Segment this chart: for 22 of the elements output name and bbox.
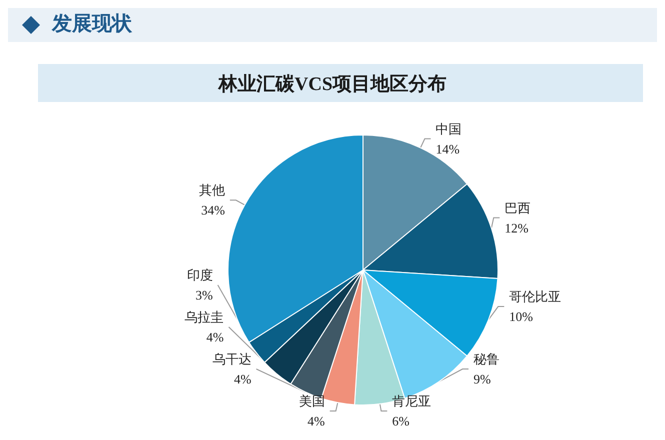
data-label: 12% bbox=[504, 220, 529, 236]
slice-label: 乌干达 bbox=[212, 352, 252, 366]
data-label: 34% bbox=[201, 202, 226, 218]
data-label: 10% bbox=[509, 309, 534, 324]
slice-label: 秘鲁 bbox=[474, 352, 500, 366]
slice-label: 美国 bbox=[298, 394, 325, 408]
data-label: 4% bbox=[234, 372, 252, 386]
slice-label: 其他 bbox=[198, 182, 225, 198]
text: 发展现状 bbox=[51, 11, 133, 35]
data-label: 14% bbox=[436, 141, 460, 156]
data-label: 3% bbox=[195, 288, 213, 302]
slice-label: 肯尼亚 bbox=[392, 394, 432, 408]
slice-label: 中国 bbox=[436, 121, 462, 136]
slice-label: 哥伦比亚 bbox=[509, 289, 562, 304]
data-label: 9% bbox=[474, 372, 492, 386]
slice-label: 印度 bbox=[186, 268, 213, 282]
data-label: 6% bbox=[392, 414, 410, 428]
slice-label: 巴西 bbox=[504, 200, 531, 216]
chart-title: 林业汇碳VCS项目地区分布 bbox=[217, 73, 447, 95]
data-label: 4% bbox=[307, 414, 325, 428]
data-label: 4% bbox=[206, 330, 224, 344]
slice-label: 乌拉圭 bbox=[184, 310, 224, 324]
